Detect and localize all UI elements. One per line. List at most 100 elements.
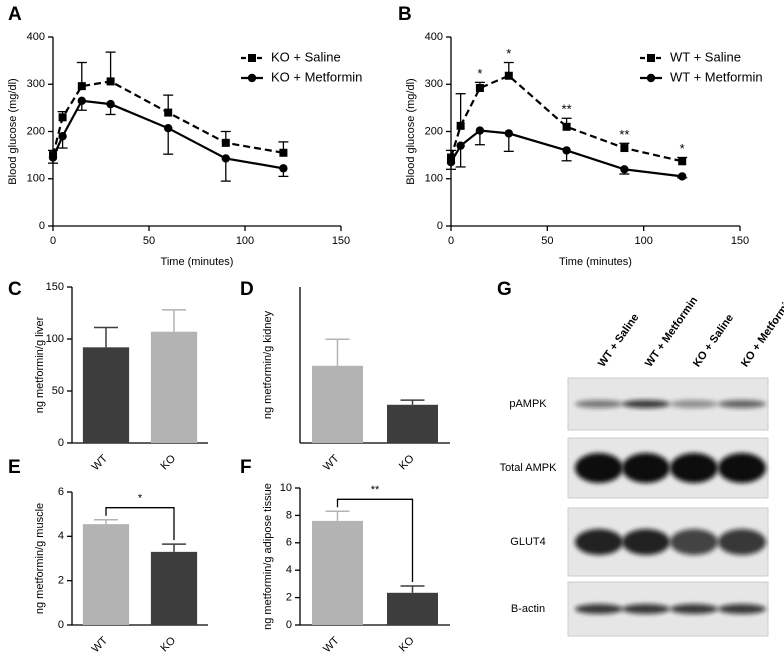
y-tick-label: 2 bbox=[58, 575, 64, 587]
legend-marker bbox=[646, 73, 656, 83]
x-tick-label: 50 bbox=[143, 235, 155, 247]
bar bbox=[150, 551, 198, 625]
error-bar bbox=[94, 326, 118, 348]
legend-label: WT + Metformin bbox=[670, 69, 763, 84]
marker bbox=[58, 113, 67, 122]
blot-band bbox=[670, 453, 718, 483]
blot-band bbox=[575, 400, 623, 408]
y-tick-label: 200 bbox=[27, 125, 45, 137]
panel-label: A bbox=[8, 4, 22, 25]
blot-band bbox=[622, 529, 670, 555]
blot-band bbox=[718, 453, 766, 483]
y-tick-label: 0 bbox=[286, 619, 292, 631]
x-tick-label: KO bbox=[158, 452, 178, 472]
x-tick-label: KO bbox=[397, 634, 417, 652]
y-tick-label: 2 bbox=[286, 592, 292, 604]
significance-bracket bbox=[105, 507, 175, 541]
y-tick-label: 400 bbox=[27, 31, 45, 43]
marker bbox=[678, 157, 687, 166]
y-axis-label: Blood glucose (mg/dl) bbox=[405, 78, 417, 184]
lane-label: WT + Saline bbox=[596, 312, 641, 370]
blot-band bbox=[622, 400, 670, 408]
x-tick-label: 50 bbox=[541, 235, 553, 247]
y-tick-label: 4 bbox=[58, 530, 64, 542]
y-tick-label: 300 bbox=[27, 78, 45, 90]
row-label: B-actin bbox=[511, 603, 545, 615]
annotation: ** bbox=[619, 127, 629, 142]
marker bbox=[77, 96, 87, 105]
blot-band bbox=[718, 604, 766, 614]
marker bbox=[279, 164, 288, 173]
y-tick-label: 0 bbox=[58, 437, 64, 449]
y-axis-label: ng metformin/g liver bbox=[34, 316, 46, 413]
y-tick-label: 0 bbox=[39, 220, 45, 232]
y-axis-label: ng metformin/g muscle bbox=[34, 503, 46, 614]
blot-band bbox=[718, 400, 766, 408]
y-tick-label: 100 bbox=[27, 173, 45, 185]
legend-marker bbox=[247, 73, 257, 83]
marker bbox=[620, 165, 629, 174]
blot-band bbox=[575, 453, 623, 483]
lane-label: KO + Saline bbox=[691, 312, 736, 369]
y-tick-label: 0 bbox=[437, 220, 443, 232]
bar bbox=[387, 404, 438, 443]
error-bar bbox=[455, 93, 466, 126]
marker bbox=[164, 123, 173, 133]
legend-marker bbox=[647, 54, 655, 62]
bar bbox=[387, 592, 438, 625]
significance-bracket bbox=[336, 498, 414, 582]
x-tick-label: KO bbox=[158, 634, 178, 652]
significance-label: ** bbox=[371, 484, 380, 496]
marker bbox=[504, 129, 513, 138]
marker bbox=[58, 132, 67, 141]
bar bbox=[312, 365, 363, 443]
lane-label: KO + Metformin bbox=[739, 295, 784, 369]
blot-band bbox=[718, 529, 766, 555]
annotation: * bbox=[680, 141, 685, 156]
marker bbox=[48, 153, 58, 162]
marker bbox=[678, 172, 687, 181]
y-tick-label: 150 bbox=[46, 281, 64, 293]
marker bbox=[77, 82, 86, 91]
x-tick-label: WT bbox=[321, 452, 342, 473]
y-tick-label: 0 bbox=[58, 619, 64, 631]
x-tick-label: 150 bbox=[332, 235, 350, 247]
marker bbox=[562, 146, 571, 155]
bar bbox=[82, 524, 130, 625]
panel-label: F bbox=[240, 457, 252, 478]
y-tick-label: 6 bbox=[58, 486, 64, 498]
blot-band bbox=[670, 604, 718, 614]
y-tick-label: 8 bbox=[286, 509, 292, 521]
marker bbox=[164, 108, 173, 117]
y-tick-label: 6 bbox=[286, 537, 292, 549]
y-tick-label: 100 bbox=[46, 333, 64, 345]
row-label: GLUT4 bbox=[510, 536, 545, 548]
panel-label: D bbox=[240, 279, 254, 300]
legend-label: KO + Metformin bbox=[271, 69, 362, 84]
marker bbox=[475, 126, 485, 135]
blot-band bbox=[575, 604, 623, 614]
x-tick-label: WT bbox=[90, 452, 111, 473]
marker bbox=[106, 77, 115, 86]
x-tick-label: WT bbox=[321, 634, 342, 652]
legend-label: KO + Saline bbox=[271, 49, 341, 64]
y-tick-label: 10 bbox=[280, 482, 292, 494]
annotation: * bbox=[477, 66, 482, 81]
error-bar bbox=[94, 518, 118, 525]
marker bbox=[504, 71, 513, 80]
panel-label: G bbox=[497, 279, 512, 300]
x-tick-label: 100 bbox=[236, 235, 254, 247]
panel-label: B bbox=[398, 4, 412, 25]
y-axis-label: ng metformin/g adipose tissue bbox=[262, 483, 274, 630]
x-tick-label: WT bbox=[90, 634, 111, 652]
x-axis-label: Time (minutes) bbox=[161, 256, 234, 268]
blot-band bbox=[622, 453, 670, 483]
blot-band bbox=[622, 604, 670, 614]
marker bbox=[456, 141, 465, 150]
marker bbox=[221, 154, 230, 163]
error-bar bbox=[400, 585, 425, 593]
marker bbox=[620, 144, 629, 153]
bar bbox=[82, 347, 130, 443]
y-tick-label: 50 bbox=[52, 385, 64, 397]
